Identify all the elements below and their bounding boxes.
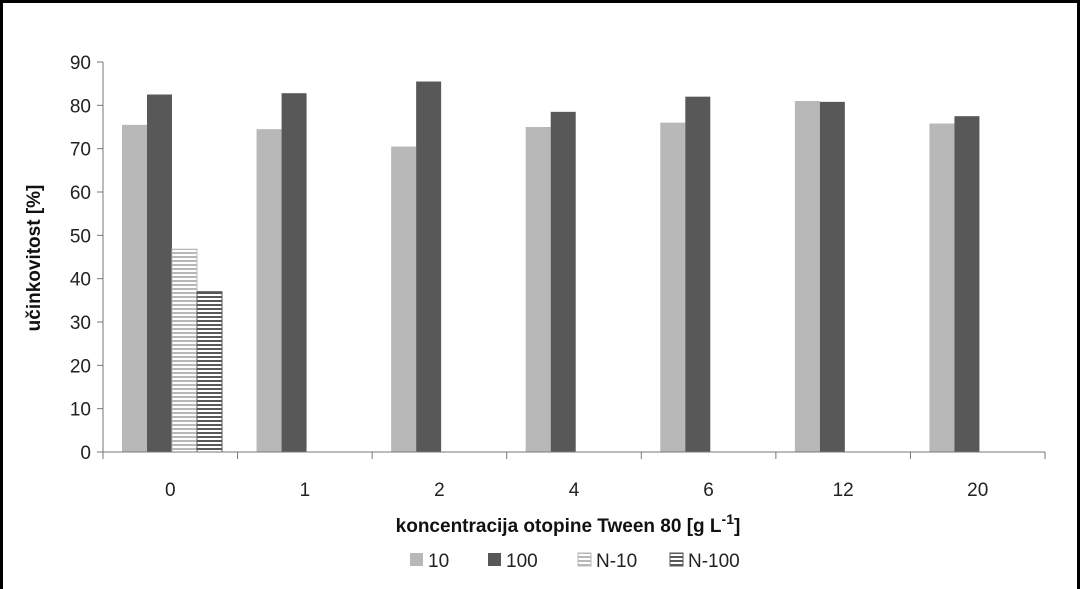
bar-n-100-0 <box>196 291 223 453</box>
y-tick-label: 30 <box>70 313 91 334</box>
x-tick-label: 1 <box>300 480 311 501</box>
x-tick-label: 12 <box>833 480 854 501</box>
bar-10-1 <box>256 129 282 452</box>
x-axis-ticks: 0 1 2 4 6 12 20 <box>102 452 1046 501</box>
bar-10-4 <box>525 127 551 452</box>
bar-10-20 <box>929 123 955 453</box>
x-tick-label: 0 <box>165 480 176 501</box>
bar-n-10-0 <box>171 248 198 453</box>
x-axis-title: koncentracija otopine Tween 80 [g L-1] <box>396 511 741 537</box>
x-tick-label: 4 <box>569 480 580 501</box>
y-tick-label: 40 <box>70 270 91 291</box>
bar-10-12 <box>794 101 820 452</box>
bar-100-12 <box>819 101 845 452</box>
x-axis-title-superscript: -1 <box>722 511 735 527</box>
legend-swatch-10 <box>410 553 423 566</box>
bar-10-0 <box>122 124 147 452</box>
x-axis-title-suffix: ] <box>734 516 740 537</box>
bar-10-6 <box>660 122 686 453</box>
y-axis-title: učinkovitost [%] <box>24 185 45 332</box>
bar-100-6 <box>685 96 711 453</box>
legend-swatch-n-10 <box>577 552 592 567</box>
x-tick-label: 20 <box>967 480 988 501</box>
bar-100-2 <box>416 81 442 452</box>
bar-10-2 <box>391 146 417 452</box>
y-tick-label: 50 <box>70 226 91 247</box>
y-tick-label: 60 <box>70 183 91 204</box>
y-axis-ticks: 0 10 20 30 40 50 60 70 80 90 <box>70 53 103 464</box>
y-tick-label: 20 <box>70 356 91 377</box>
axes <box>102 62 1045 453</box>
legend-label-n-10: N-10 <box>596 551 637 572</box>
bar-100-1 <box>281 93 307 452</box>
legend-label-10: 10 <box>428 551 449 572</box>
y-tick-label: 70 <box>70 140 91 161</box>
legend-swatch-n-100 <box>669 552 684 567</box>
y-tick-label: 10 <box>70 400 91 421</box>
x-tick-label: 2 <box>434 480 445 501</box>
x-tick-label: 6 <box>703 480 714 501</box>
x-axis-title-main: koncentracija otopine Tween 80 [g L <box>396 516 722 537</box>
legend: 10 100 N-10 N-100 <box>410 551 740 572</box>
bar-100-4 <box>550 111 576 452</box>
legend-label-n-100: N-100 <box>688 551 740 572</box>
bar-100-20 <box>954 116 980 453</box>
legend-label-100: 100 <box>506 551 538 572</box>
y-tick-label: 0 <box>80 443 91 464</box>
legend-swatch-100 <box>488 553 501 566</box>
y-tick-label: 80 <box>70 96 91 117</box>
y-tick-label: 90 <box>70 53 91 74</box>
bars-group <box>122 81 980 453</box>
bar-100-0 <box>147 94 172 452</box>
